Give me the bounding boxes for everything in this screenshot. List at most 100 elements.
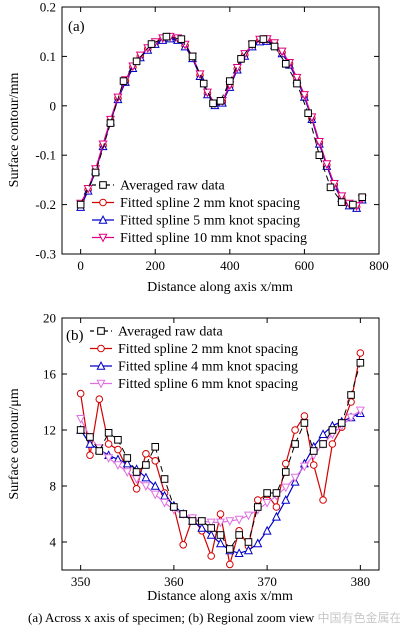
data-point-b-0 [170,503,178,511]
legend-marker-a [98,233,108,243]
data-point-b-1 [356,349,365,357]
data-point-a-0 [209,99,217,108]
x-axis-label-b: Distance along axis x/mm [147,589,293,604]
plot-frame-b [61,317,380,571]
data-point-b-3 [234,515,244,525]
data-point-a-0 [270,42,279,51]
data-point-b-2 [318,429,328,438]
y-tick-label-a: 0 [50,98,57,113]
data-point-b-0 [253,503,262,511]
data-point-b-1 [291,426,299,434]
legend-marker-a [99,198,107,207]
y-tick-label-b: 16 [43,367,57,382]
y-axis-label-a: Surface contour/mm [7,73,22,188]
x-tick-label-a: 400 [220,258,240,273]
data-point-a-3 [232,63,242,73]
x-tick-label-b: 380 [351,574,371,589]
legend-marker-a [98,215,108,224]
x-tick-label-a: 800 [369,258,389,273]
data-point-b-1 [253,496,262,504]
data-point-b-1 [76,389,85,398]
data-point-b-3 [160,499,170,508]
data-point-b-0 [281,468,290,476]
data-point-a-0 [147,40,156,48]
data-point-a-3 [98,140,108,150]
data-point-b-1 [309,461,318,469]
data-point-b-3 [299,462,309,472]
data-point-b-1 [132,485,141,493]
data-point-b-2 [206,530,216,539]
data-point-b-1 [272,503,281,511]
data-point-b-0 [104,429,113,437]
data-point-b-0 [328,426,337,434]
data-point-b-3 [113,461,123,470]
data-point-b-0 [207,524,215,532]
data-point-b-0 [337,419,346,427]
data-point-a-0 [248,40,256,48]
y-tick-label-a: 0.1 [40,49,56,64]
x-axis-label-a: Distance along axis x/mm [147,280,293,295]
data-point-a-0 [337,198,346,206]
legend-label-b: Fitted spline 6 mm knot spacing [118,377,298,392]
data-point-a-0 [326,183,335,192]
panel-b: 350 360 370 380 4 8 12 16 20 (b) Distance along … [7,311,380,604]
data-point-a-3 [322,160,332,170]
data-point-b-1 [319,496,327,504]
data-point-b-3 [141,482,151,491]
data-point-b-0 [319,440,327,448]
data-point-b-0 [226,545,234,553]
data-point-b-0 [309,447,318,455]
data-point-a-0 [132,57,141,66]
data-point-b-1 [328,440,337,448]
data-point-a-3 [202,88,212,98]
data-point-b-3 [355,406,365,416]
data-point-b-3 [104,454,114,463]
data-point-b-2 [271,511,281,521]
data-point-a-0 [281,60,290,68]
y-tick-label-b: 20 [43,311,56,326]
data-point-b-2 [262,525,272,535]
data-point-b-0 [272,489,281,497]
data-point-a-3 [83,184,93,194]
data-point-a-0 [162,32,171,41]
data-point-a-0 [358,193,367,201]
data-point-b-3 [122,468,132,477]
legend-label-a: Averaged raw data [120,179,225,194]
data-point-b-1 [151,457,160,465]
data-point-b-0 [114,436,122,444]
x-tick-label-b: 370 [257,574,277,589]
data-point-b-0 [216,531,225,539]
data-point-b-1 [281,459,290,468]
watermark: 中国有色金属在线 [317,611,400,625]
plot-area-b: 350 360 370 380 4 8 12 16 20 [43,311,379,589]
data-point-a-0 [177,35,186,43]
data-point-a-0 [188,52,197,61]
y-tick-label-b: 12 [43,423,56,438]
x-tick-label-a: 200 [145,258,165,273]
data-point-b-3 [76,415,86,424]
legend-label-a: Fitted spline 2 mm knot spacing [120,196,300,211]
figure-caption: (a) Across x axis of specimen; (b) Regio… [28,609,400,626]
data-point-b-2 [234,548,244,557]
y-tick-label-b: 8 [50,479,57,494]
data-point-b-2 [243,545,253,555]
data-point-b-1 [114,445,122,454]
data-point-b-2 [150,481,160,490]
legend-marker-b [96,361,106,370]
data-point-b-0 [151,443,160,451]
legend-a: Averaged raw data Fitted spline 2 mm knot… [92,179,307,246]
data-point-b-1 [104,440,113,448]
x-tick-label-b: 350 [71,574,91,589]
data-point-b-3 [206,518,216,528]
legend-marker-b [96,379,106,389]
data-point-a-0 [237,55,245,63]
data-point-b-0 [347,391,355,399]
y-axis-label-b: Surface contour/μm [7,388,22,499]
data-point-a-3 [314,138,324,147]
data-point-b-3 [243,511,253,521]
data-point-b-0 [291,440,299,448]
data-point-b-3 [215,518,226,528]
data-point-b-2 [281,495,291,504]
y-tick-label-a: -0.1 [35,148,56,163]
data-point-b-0 [244,538,253,546]
